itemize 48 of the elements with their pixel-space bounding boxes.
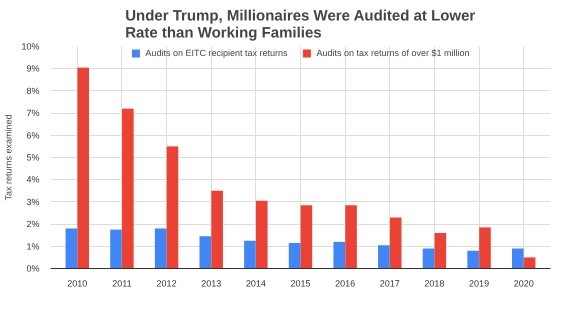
y-tick-label: 5% (26, 152, 40, 162)
bar (154, 228, 166, 268)
x-tick-label: 2020 (514, 278, 534, 288)
x-tick-label: 2012 (156, 278, 177, 288)
chart-title: Under Trump, Millionaires Were Audited at Lower Rate than Working Families (125, 8, 476, 42)
y-axis-title: Tax returns examined (3, 114, 14, 201)
y-tick-label: 9% (26, 64, 40, 74)
y-tick-label: 6% (26, 130, 40, 140)
x-tick-label: 2017 (380, 278, 400, 288)
bar (77, 68, 90, 268)
bar (256, 200, 268, 268)
x-tick-label: 2013 (201, 278, 222, 288)
bar (479, 227, 491, 268)
y-tick-label: 4% (26, 174, 40, 185)
bar (211, 190, 223, 268)
bar (378, 245, 390, 268)
y-tick-label: 1% (26, 241, 40, 252)
legend-label: Audits on tax returns of over $1 million (316, 48, 470, 58)
bar (288, 242, 300, 268)
bar (390, 217, 402, 268)
x-tick-label: 2014 (246, 278, 266, 288)
bar (166, 146, 178, 268)
bar (467, 250, 479, 268)
x-tick-label: 2016 (335, 278, 356, 288)
y-tick-label: 10% (21, 42, 40, 52)
bar (66, 228, 78, 268)
x-tick-label: 2015 (290, 278, 311, 288)
y-tick-label: 3% (26, 196, 40, 207)
bar (122, 108, 134, 268)
y-tick-label: 8% (26, 86, 40, 96)
bar (345, 205, 357, 268)
y-tick-label: 7% (26, 108, 40, 118)
legend-label: Audits on EITC recipient tax returns (145, 48, 288, 58)
bar (110, 230, 122, 268)
bar (300, 205, 312, 268)
bar (524, 257, 536, 268)
bar (434, 232, 446, 268)
bar (422, 248, 434, 268)
bar (199, 236, 212, 268)
bar (512, 248, 524, 268)
y-tick-label: 2% (26, 219, 40, 230)
x-tick-label: 2018 (424, 278, 444, 288)
bar (244, 240, 256, 268)
x-tick-label: 2010 (67, 278, 88, 288)
x-tick-label: 2019 (469, 278, 490, 288)
bar (333, 242, 346, 268)
y-tick-label: 0% (26, 264, 40, 274)
x-tick-label: 2011 (112, 278, 132, 288)
